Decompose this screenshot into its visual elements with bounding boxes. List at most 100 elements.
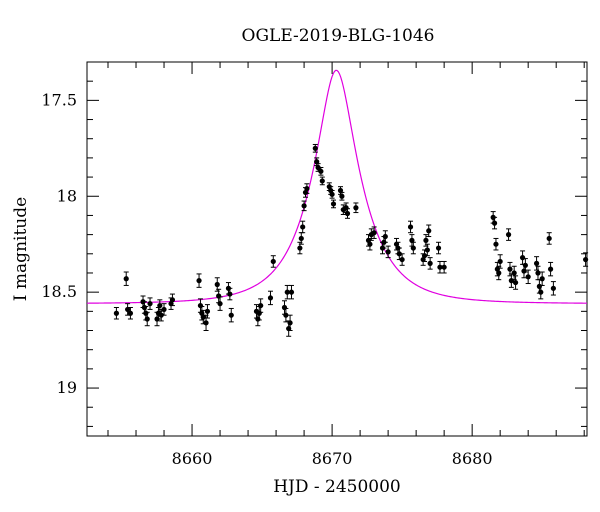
data-point bbox=[169, 293, 176, 307]
point-marker bbox=[421, 253, 428, 259]
point-marker bbox=[535, 270, 541, 276]
data-point bbox=[123, 271, 129, 286]
point-marker bbox=[304, 185, 310, 192]
point-marker bbox=[217, 301, 223, 307]
data-point bbox=[125, 303, 131, 316]
data-point bbox=[511, 265, 517, 281]
point-marker bbox=[507, 266, 513, 272]
point-marker bbox=[505, 232, 512, 238]
point-marker bbox=[399, 256, 405, 263]
point-marker bbox=[497, 258, 503, 265]
data-point bbox=[546, 232, 552, 245]
data-point bbox=[287, 314, 293, 332]
data-point bbox=[217, 296, 223, 311]
data-point bbox=[410, 241, 416, 255]
point-marker bbox=[312, 145, 318, 151]
y-tick-label: 19 bbox=[57, 378, 77, 397]
data-point bbox=[550, 281, 556, 296]
point-marker bbox=[204, 308, 211, 314]
data-point bbox=[258, 298, 264, 313]
point-marker bbox=[396, 251, 402, 257]
point-marker bbox=[315, 164, 321, 171]
point-marker bbox=[301, 203, 307, 209]
data-point bbox=[424, 243, 430, 257]
point-marker bbox=[409, 237, 415, 243]
point-marker bbox=[423, 237, 429, 243]
y-tick-label: 18.5 bbox=[41, 282, 77, 301]
data-point bbox=[339, 191, 345, 201]
data-point bbox=[301, 200, 307, 212]
data-point bbox=[396, 247, 402, 261]
point-marker bbox=[283, 312, 289, 318]
data-point bbox=[300, 220, 306, 234]
point-marker bbox=[258, 302, 264, 309]
point-marker bbox=[550, 285, 556, 291]
data-point bbox=[409, 234, 415, 247]
point-marker bbox=[435, 245, 442, 251]
data-point bbox=[519, 250, 526, 265]
data-point bbox=[283, 307, 289, 323]
x-tick-label: 8680 bbox=[452, 449, 493, 468]
point-marker bbox=[287, 320, 293, 326]
data-point bbox=[161, 303, 167, 316]
point-marker bbox=[314, 159, 320, 165]
data-point bbox=[435, 241, 442, 255]
data-point bbox=[426, 224, 432, 238]
plot-area: 8660 8670 8680 17.5 18 18.5 19 bbox=[41, 61, 589, 468]
data-point bbox=[344, 208, 351, 219]
point-marker bbox=[371, 230, 377, 236]
point-marker bbox=[382, 233, 388, 240]
data-point bbox=[497, 254, 503, 269]
data-point bbox=[196, 273, 202, 288]
point-marker bbox=[339, 193, 345, 199]
point-marker bbox=[300, 224, 306, 230]
point-marker bbox=[496, 270, 502, 276]
point-marker bbox=[200, 314, 206, 320]
data-point bbox=[304, 183, 310, 194]
y-tick-label: 18 bbox=[57, 186, 77, 205]
data-point bbox=[371, 226, 377, 239]
point-marker bbox=[158, 312, 164, 318]
point-marker bbox=[367, 241, 373, 247]
data-point bbox=[493, 237, 499, 251]
x-tick-label: 8660 bbox=[172, 449, 213, 468]
data-point bbox=[382, 230, 388, 243]
data-point bbox=[512, 275, 519, 290]
data-point bbox=[522, 258, 528, 273]
point-marker bbox=[344, 210, 351, 217]
point-marker bbox=[511, 270, 517, 276]
point-marker bbox=[582, 256, 589, 263]
data-point bbox=[319, 176, 325, 186]
point-marker bbox=[284, 289, 290, 295]
data-point bbox=[330, 199, 337, 209]
point-marker bbox=[512, 279, 519, 286]
y-tick-label: 17.5 bbox=[41, 90, 77, 109]
data-point bbox=[147, 297, 153, 310]
data-point bbox=[329, 190, 335, 199]
data-point bbox=[312, 143, 318, 153]
point-marker bbox=[519, 255, 526, 261]
point-marker bbox=[441, 264, 447, 270]
tick-labels: 8660 8670 8680 17.5 18 18.5 19 bbox=[41, 90, 492, 468]
data-point bbox=[267, 290, 274, 306]
point-marker bbox=[203, 320, 209, 326]
data-point bbox=[491, 216, 498, 230]
data-point bbox=[228, 307, 234, 323]
data-point bbox=[353, 202, 359, 214]
data-point bbox=[427, 257, 433, 270]
axis-ticks bbox=[87, 61, 587, 436]
point-marker bbox=[127, 310, 134, 316]
point-marker bbox=[424, 247, 430, 253]
point-marker bbox=[329, 191, 335, 197]
data-point bbox=[441, 260, 447, 274]
data-point bbox=[539, 271, 545, 286]
point-marker bbox=[214, 281, 220, 288]
point-marker bbox=[123, 276, 129, 282]
data-point bbox=[127, 306, 134, 320]
data-point bbox=[385, 245, 391, 259]
data-point bbox=[407, 220, 414, 234]
data-point bbox=[582, 252, 589, 267]
point-marker bbox=[353, 205, 359, 211]
point-marker bbox=[161, 306, 167, 313]
data-point bbox=[547, 261, 554, 277]
